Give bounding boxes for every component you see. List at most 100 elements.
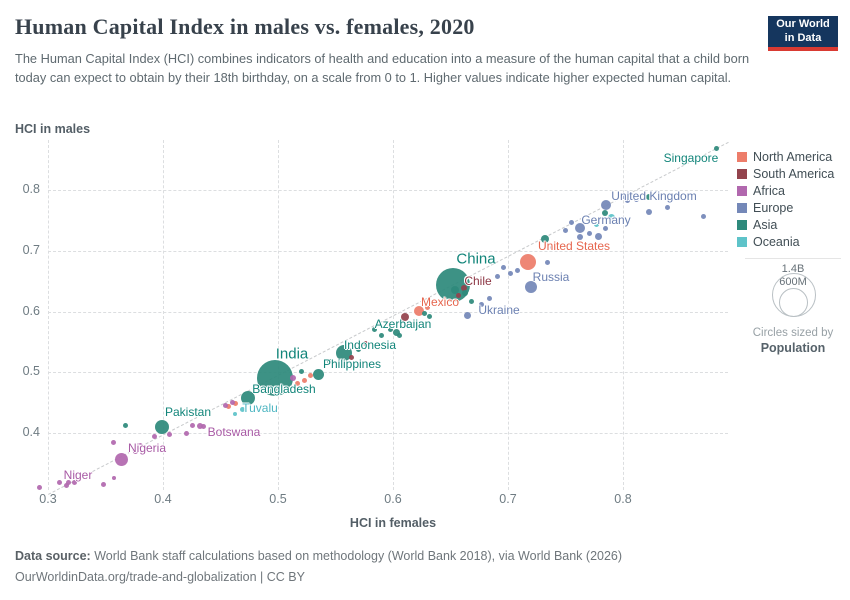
data-point[interactable] [620,194,626,200]
data-point-indonesia[interactable] [335,344,352,361]
data-point-niger[interactable] [66,480,72,486]
data-point[interactable] [152,434,158,440]
data-point[interactable] [456,292,462,298]
legend-item-asia[interactable]: Asia [737,216,847,233]
data-point[interactable] [57,480,62,486]
data-point[interactable] [468,298,474,304]
owid-logo[interactable]: Our World in Data [768,16,838,51]
data-point[interactable] [137,442,143,449]
data-point[interactable] [167,432,173,438]
legend-item-africa[interactable]: Africa [737,182,847,199]
data-point[interactable] [462,290,469,297]
data-point[interactable] [111,440,117,446]
legend-item-south_america[interactable]: South America [737,165,847,182]
data-point-nigeria[interactable] [115,452,129,466]
data-point[interactable] [577,233,584,240]
data-point[interactable] [232,401,238,407]
data-point[interactable] [665,204,671,210]
data-point[interactable] [356,346,361,352]
data-point[interactable] [100,481,106,487]
data-point-russia[interactable] [525,281,537,294]
data-point[interactable] [229,399,235,405]
data-point[interactable] [307,373,313,379]
data-point[interactable] [646,194,653,201]
data-point[interactable] [594,221,600,227]
data-point[interactable] [400,312,409,321]
data-point[interactable] [410,322,416,328]
data-point[interactable] [226,404,232,410]
data-point[interactable] [233,412,238,417]
data-point[interactable] [608,214,615,222]
y-tick-label: 0.7 [22,242,40,257]
data-point[interactable] [132,449,138,455]
data-point-germany[interactable] [575,223,586,234]
country-label-united-kingdom: United Kingdom [611,189,697,203]
data-point[interactable] [595,232,603,240]
data-point[interactable] [295,380,301,386]
data-point[interactable] [387,320,393,326]
data-point[interactable] [298,368,304,374]
data-point[interactable] [487,295,493,301]
data-point[interactable] [190,422,196,428]
legend-item-europe[interactable]: Europe [737,199,847,216]
data-point-tuvalu[interactable] [239,407,245,413]
data-point-bangladesh[interactable] [241,390,256,405]
legend-item-oceania[interactable]: Oceania [737,233,847,250]
data-point[interactable] [451,286,460,295]
data-point-chile[interactable] [461,284,468,291]
data-point[interactable] [37,484,43,490]
data-point-botswana[interactable] [196,422,203,429]
data-point[interactable] [603,225,609,231]
data-point[interactable] [514,268,520,274]
data-point[interactable] [540,235,549,244]
data-point-mexico[interactable] [414,305,425,316]
data-point[interactable] [625,198,631,204]
data-point[interactable] [550,244,556,250]
data-point-china[interactable] [435,267,470,302]
gridline-x-0.5 [278,140,279,490]
data-point[interactable] [427,314,433,320]
data-point[interactable] [425,304,430,310]
legend-item-north_america[interactable]: North America [737,148,847,165]
data-point[interactable] [601,210,608,217]
data-point[interactable] [500,265,506,271]
data-point[interactable] [563,228,568,234]
data-point[interactable] [388,326,394,332]
data-point[interactable] [479,302,485,308]
data-point[interactable] [544,260,550,266]
data-point-india[interactable] [256,359,293,396]
data-point[interactable] [362,341,368,347]
data-point[interactable] [507,270,513,276]
data-point[interactable] [421,311,427,317]
data-point-azerbaijan[interactable] [392,329,400,337]
data-point[interactable] [222,402,228,408]
data-point[interactable] [587,231,593,237]
data-point[interactable] [327,359,333,365]
data-point[interactable] [349,354,355,360]
data-point[interactable] [379,333,384,339]
data-point[interactable] [111,475,116,480]
data-point[interactable] [397,333,403,339]
data-point[interactable] [200,424,206,430]
license-line[interactable]: OurWorldinData.org/trade-and-globalizati… [15,570,305,584]
data-point-united-states[interactable] [519,254,536,271]
data-point[interactable] [701,214,706,220]
legend-swatch-asia [737,219,747,230]
data-point-philippines[interactable] [312,368,324,380]
data-point[interactable] [568,219,574,225]
data-point-pakistan[interactable] [154,419,169,434]
data-point[interactable] [301,377,307,383]
data-point[interactable] [495,273,501,279]
data-point[interactable] [634,197,640,203]
data-point[interactable] [183,430,189,436]
data-point-singapore[interactable] [713,145,719,151]
data-point[interactable] [63,483,69,489]
data-point-ukraine[interactable] [464,311,472,319]
data-point[interactable] [71,480,77,486]
data-point-united-kingdom[interactable] [600,200,611,211]
data-point[interactable] [289,374,296,381]
data-point[interactable] [122,422,128,428]
size-legend-caption: Circles sized by [752,327,834,339]
data-point[interactable] [646,208,653,215]
data-point[interactable] [372,327,378,333]
